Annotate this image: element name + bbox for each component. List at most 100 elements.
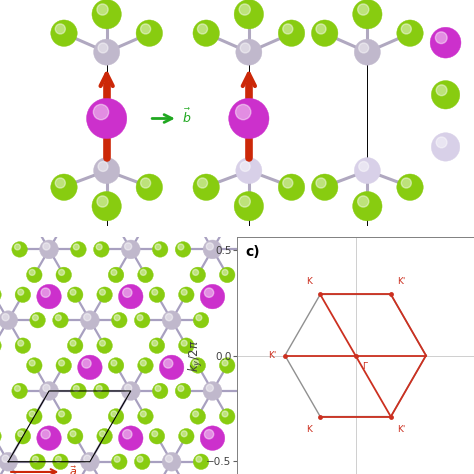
Circle shape [155, 385, 161, 392]
Text: $\vec{b}$: $\vec{b}$ [182, 108, 192, 127]
Circle shape [121, 240, 140, 259]
Circle shape [359, 43, 369, 53]
Circle shape [136, 20, 163, 46]
Circle shape [149, 287, 164, 302]
Circle shape [111, 411, 117, 417]
Circle shape [236, 104, 251, 120]
Circle shape [70, 289, 76, 295]
Circle shape [203, 382, 222, 401]
Circle shape [15, 338, 31, 354]
Circle shape [149, 338, 164, 354]
Circle shape [353, 191, 382, 221]
Circle shape [55, 178, 65, 188]
Circle shape [198, 178, 208, 188]
Circle shape [30, 312, 46, 328]
Circle shape [193, 312, 209, 328]
Circle shape [118, 284, 143, 309]
Circle shape [192, 411, 199, 417]
Circle shape [37, 426, 61, 450]
Circle shape [283, 178, 293, 188]
Circle shape [135, 312, 150, 328]
Circle shape [27, 358, 42, 373]
Circle shape [228, 99, 269, 138]
Y-axis label: $k_y/2\pi$: $k_y/2\pi$ [187, 339, 205, 372]
Circle shape [196, 456, 202, 462]
Circle shape [32, 456, 38, 462]
Circle shape [278, 174, 305, 201]
Circle shape [175, 383, 191, 399]
Circle shape [140, 360, 146, 366]
Circle shape [67, 428, 83, 444]
Circle shape [67, 338, 83, 354]
Circle shape [236, 157, 262, 184]
Circle shape [27, 267, 42, 283]
Text: $\vec{a}$: $\vec{a}$ [70, 464, 78, 474]
Circle shape [123, 288, 132, 297]
Circle shape [436, 85, 447, 96]
Circle shape [56, 358, 72, 373]
Circle shape [358, 4, 369, 15]
Circle shape [29, 269, 35, 275]
Circle shape [140, 269, 146, 275]
Circle shape [196, 315, 202, 320]
Circle shape [316, 24, 326, 34]
Circle shape [219, 267, 235, 283]
Circle shape [153, 383, 168, 399]
Circle shape [234, 0, 264, 29]
Circle shape [431, 81, 460, 109]
Circle shape [27, 409, 42, 424]
Circle shape [206, 243, 213, 250]
Circle shape [138, 358, 153, 373]
Circle shape [93, 242, 109, 257]
Circle shape [397, 20, 423, 46]
Circle shape [200, 426, 225, 450]
Circle shape [123, 429, 132, 439]
Circle shape [111, 312, 127, 328]
Text: K: K [306, 277, 312, 286]
Circle shape [97, 428, 112, 444]
Circle shape [0, 428, 1, 444]
Circle shape [178, 385, 184, 392]
Circle shape [140, 411, 146, 417]
Circle shape [353, 0, 382, 29]
Circle shape [431, 133, 460, 161]
Circle shape [78, 355, 102, 380]
Circle shape [29, 411, 35, 417]
Circle shape [86, 99, 127, 138]
Circle shape [397, 174, 423, 201]
Circle shape [67, 287, 83, 302]
Circle shape [192, 360, 199, 366]
Circle shape [152, 340, 158, 346]
Circle shape [12, 242, 27, 257]
Circle shape [92, 191, 121, 221]
Circle shape [436, 32, 447, 44]
Circle shape [96, 385, 102, 392]
Circle shape [135, 454, 150, 470]
Circle shape [94, 157, 119, 184]
Circle shape [138, 409, 153, 424]
Circle shape [149, 428, 164, 444]
Circle shape [204, 429, 214, 439]
Circle shape [222, 360, 228, 366]
Circle shape [97, 4, 108, 15]
Circle shape [401, 178, 411, 188]
Circle shape [175, 242, 191, 257]
Circle shape [97, 287, 112, 302]
Circle shape [43, 384, 50, 392]
Circle shape [219, 358, 235, 373]
Circle shape [359, 162, 369, 172]
Circle shape [311, 20, 338, 46]
Circle shape [358, 196, 369, 207]
Text: K': K' [268, 351, 276, 360]
Circle shape [18, 289, 24, 295]
Circle shape [240, 162, 250, 172]
Circle shape [93, 104, 109, 120]
Circle shape [97, 196, 108, 207]
Circle shape [193, 20, 219, 46]
Circle shape [108, 267, 124, 283]
Circle shape [181, 431, 187, 437]
Circle shape [311, 174, 338, 201]
Circle shape [239, 196, 250, 207]
Circle shape [164, 359, 173, 368]
Circle shape [141, 178, 151, 188]
